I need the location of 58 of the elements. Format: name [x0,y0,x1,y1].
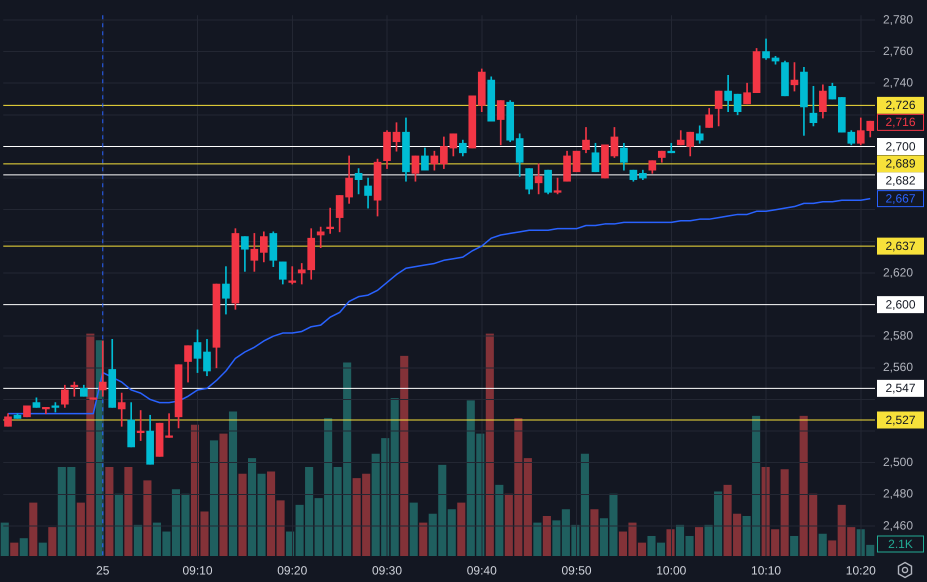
bar [542,516,551,556]
bar [124,467,132,556]
y-tick-label: 2,480 [883,486,914,501]
x-tick-label: 10:10 [751,564,782,578]
bar [533,522,542,556]
x-tick-label: 09:50 [562,564,592,578]
bar [410,502,418,556]
x-tick-label: 09:10 [182,564,213,578]
bar [818,534,827,556]
bar [457,502,466,556]
y-tick-label: 2,620 [883,265,914,280]
bar [238,474,247,556]
bar [695,527,704,556]
y-tick-label: 2,580 [883,328,914,343]
bar [228,411,238,556]
x-tick-label: 09:30 [372,564,402,578]
bar [590,509,598,556]
bar [29,502,38,556]
ref-line-label: 2,637 [885,238,916,253]
ref-line-label: 2,689 [885,156,916,171]
bar [400,356,408,556]
bar [219,434,228,556]
x-tick-label: 10:00 [656,564,687,578]
candlestick [790,62,798,92]
ref-line-label: 2,726 [885,98,916,112]
x-tick-label: 09:20 [277,564,308,578]
bar [38,542,47,556]
ref-line-label: 2,547 [885,381,916,396]
text: 2,716 [885,115,916,130]
y-tick-label: 2,460 [883,518,914,532]
y-tick-label: 2,500 [883,455,914,470]
bar [210,440,218,556]
bar [486,334,494,556]
ref-line-label: 2,682 [885,174,916,188]
bar [114,494,123,556]
text: 2.1K [888,536,913,551]
bar [0,522,9,556]
bar [20,538,28,556]
x-tick-label: 25 [96,564,110,578]
x-tick-label: 09:40 [466,564,498,578]
y-tick-label: 2,740 [883,76,914,90]
y-tick-label: 2,560 [883,360,914,374]
bar [10,542,18,556]
bar [134,524,142,556]
data-label: 2,667 [885,191,916,206]
x-tick-label: 10:20 [846,564,876,578]
ref-line-label: 2,600 [885,297,916,312]
bar [495,484,504,556]
candlestick [554,178,562,194]
y-tick-label: 2,760 [883,44,914,58]
bar [790,536,798,556]
ref-line-label: 2,700 [885,139,916,154]
y-tick-label: 2,780 [883,12,914,26]
bar [48,527,56,556]
bar [105,467,114,556]
bar [419,522,428,556]
ref-line-label: 2,527 [885,412,916,427]
bar [143,480,152,556]
